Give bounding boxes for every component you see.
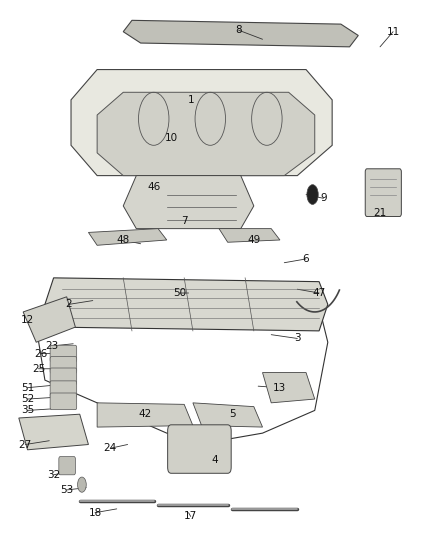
Text: 10: 10: [165, 133, 178, 143]
Text: 27: 27: [19, 440, 32, 449]
FancyBboxPatch shape: [168, 425, 231, 473]
Text: 3: 3: [294, 334, 300, 343]
Text: 35: 35: [21, 406, 34, 415]
Polygon shape: [97, 92, 315, 175]
FancyBboxPatch shape: [50, 345, 77, 362]
Polygon shape: [88, 229, 167, 245]
Polygon shape: [123, 20, 358, 47]
Text: 49: 49: [247, 235, 261, 245]
Text: 23: 23: [45, 341, 58, 351]
Polygon shape: [45, 278, 328, 331]
Text: 18: 18: [88, 507, 102, 518]
FancyBboxPatch shape: [50, 368, 77, 385]
Text: 21: 21: [374, 208, 387, 219]
Text: 24: 24: [103, 443, 117, 453]
Text: 17: 17: [184, 512, 198, 521]
FancyBboxPatch shape: [50, 381, 77, 398]
FancyBboxPatch shape: [59, 457, 75, 475]
Text: 25: 25: [32, 364, 45, 374]
Text: 8: 8: [235, 25, 242, 35]
Polygon shape: [262, 373, 315, 403]
Text: 12: 12: [21, 314, 34, 325]
Text: 6: 6: [303, 254, 309, 264]
Text: 53: 53: [60, 485, 73, 495]
Text: 4: 4: [212, 455, 218, 465]
Text: 2: 2: [66, 300, 72, 309]
Text: 32: 32: [47, 470, 60, 480]
FancyBboxPatch shape: [50, 393, 77, 410]
Polygon shape: [123, 175, 254, 229]
Text: 1: 1: [187, 95, 194, 105]
Circle shape: [307, 185, 318, 204]
Polygon shape: [193, 403, 262, 427]
Polygon shape: [71, 70, 332, 175]
Text: 46: 46: [147, 182, 160, 192]
Text: 5: 5: [229, 409, 235, 419]
Polygon shape: [97, 403, 193, 427]
Text: 11: 11: [386, 27, 400, 37]
Text: 42: 42: [138, 409, 152, 419]
Polygon shape: [23, 297, 75, 342]
Text: 48: 48: [117, 235, 130, 245]
Polygon shape: [219, 229, 280, 243]
FancyBboxPatch shape: [365, 169, 401, 216]
Text: 13: 13: [273, 383, 286, 393]
Text: 52: 52: [21, 394, 34, 404]
Text: 50: 50: [173, 288, 187, 298]
Text: 9: 9: [320, 193, 327, 203]
Circle shape: [78, 477, 86, 492]
Text: 47: 47: [312, 288, 326, 298]
Polygon shape: [19, 414, 88, 450]
Text: 51: 51: [21, 383, 34, 393]
Text: 7: 7: [181, 216, 187, 226]
FancyBboxPatch shape: [50, 357, 77, 373]
Text: 26: 26: [34, 349, 47, 359]
